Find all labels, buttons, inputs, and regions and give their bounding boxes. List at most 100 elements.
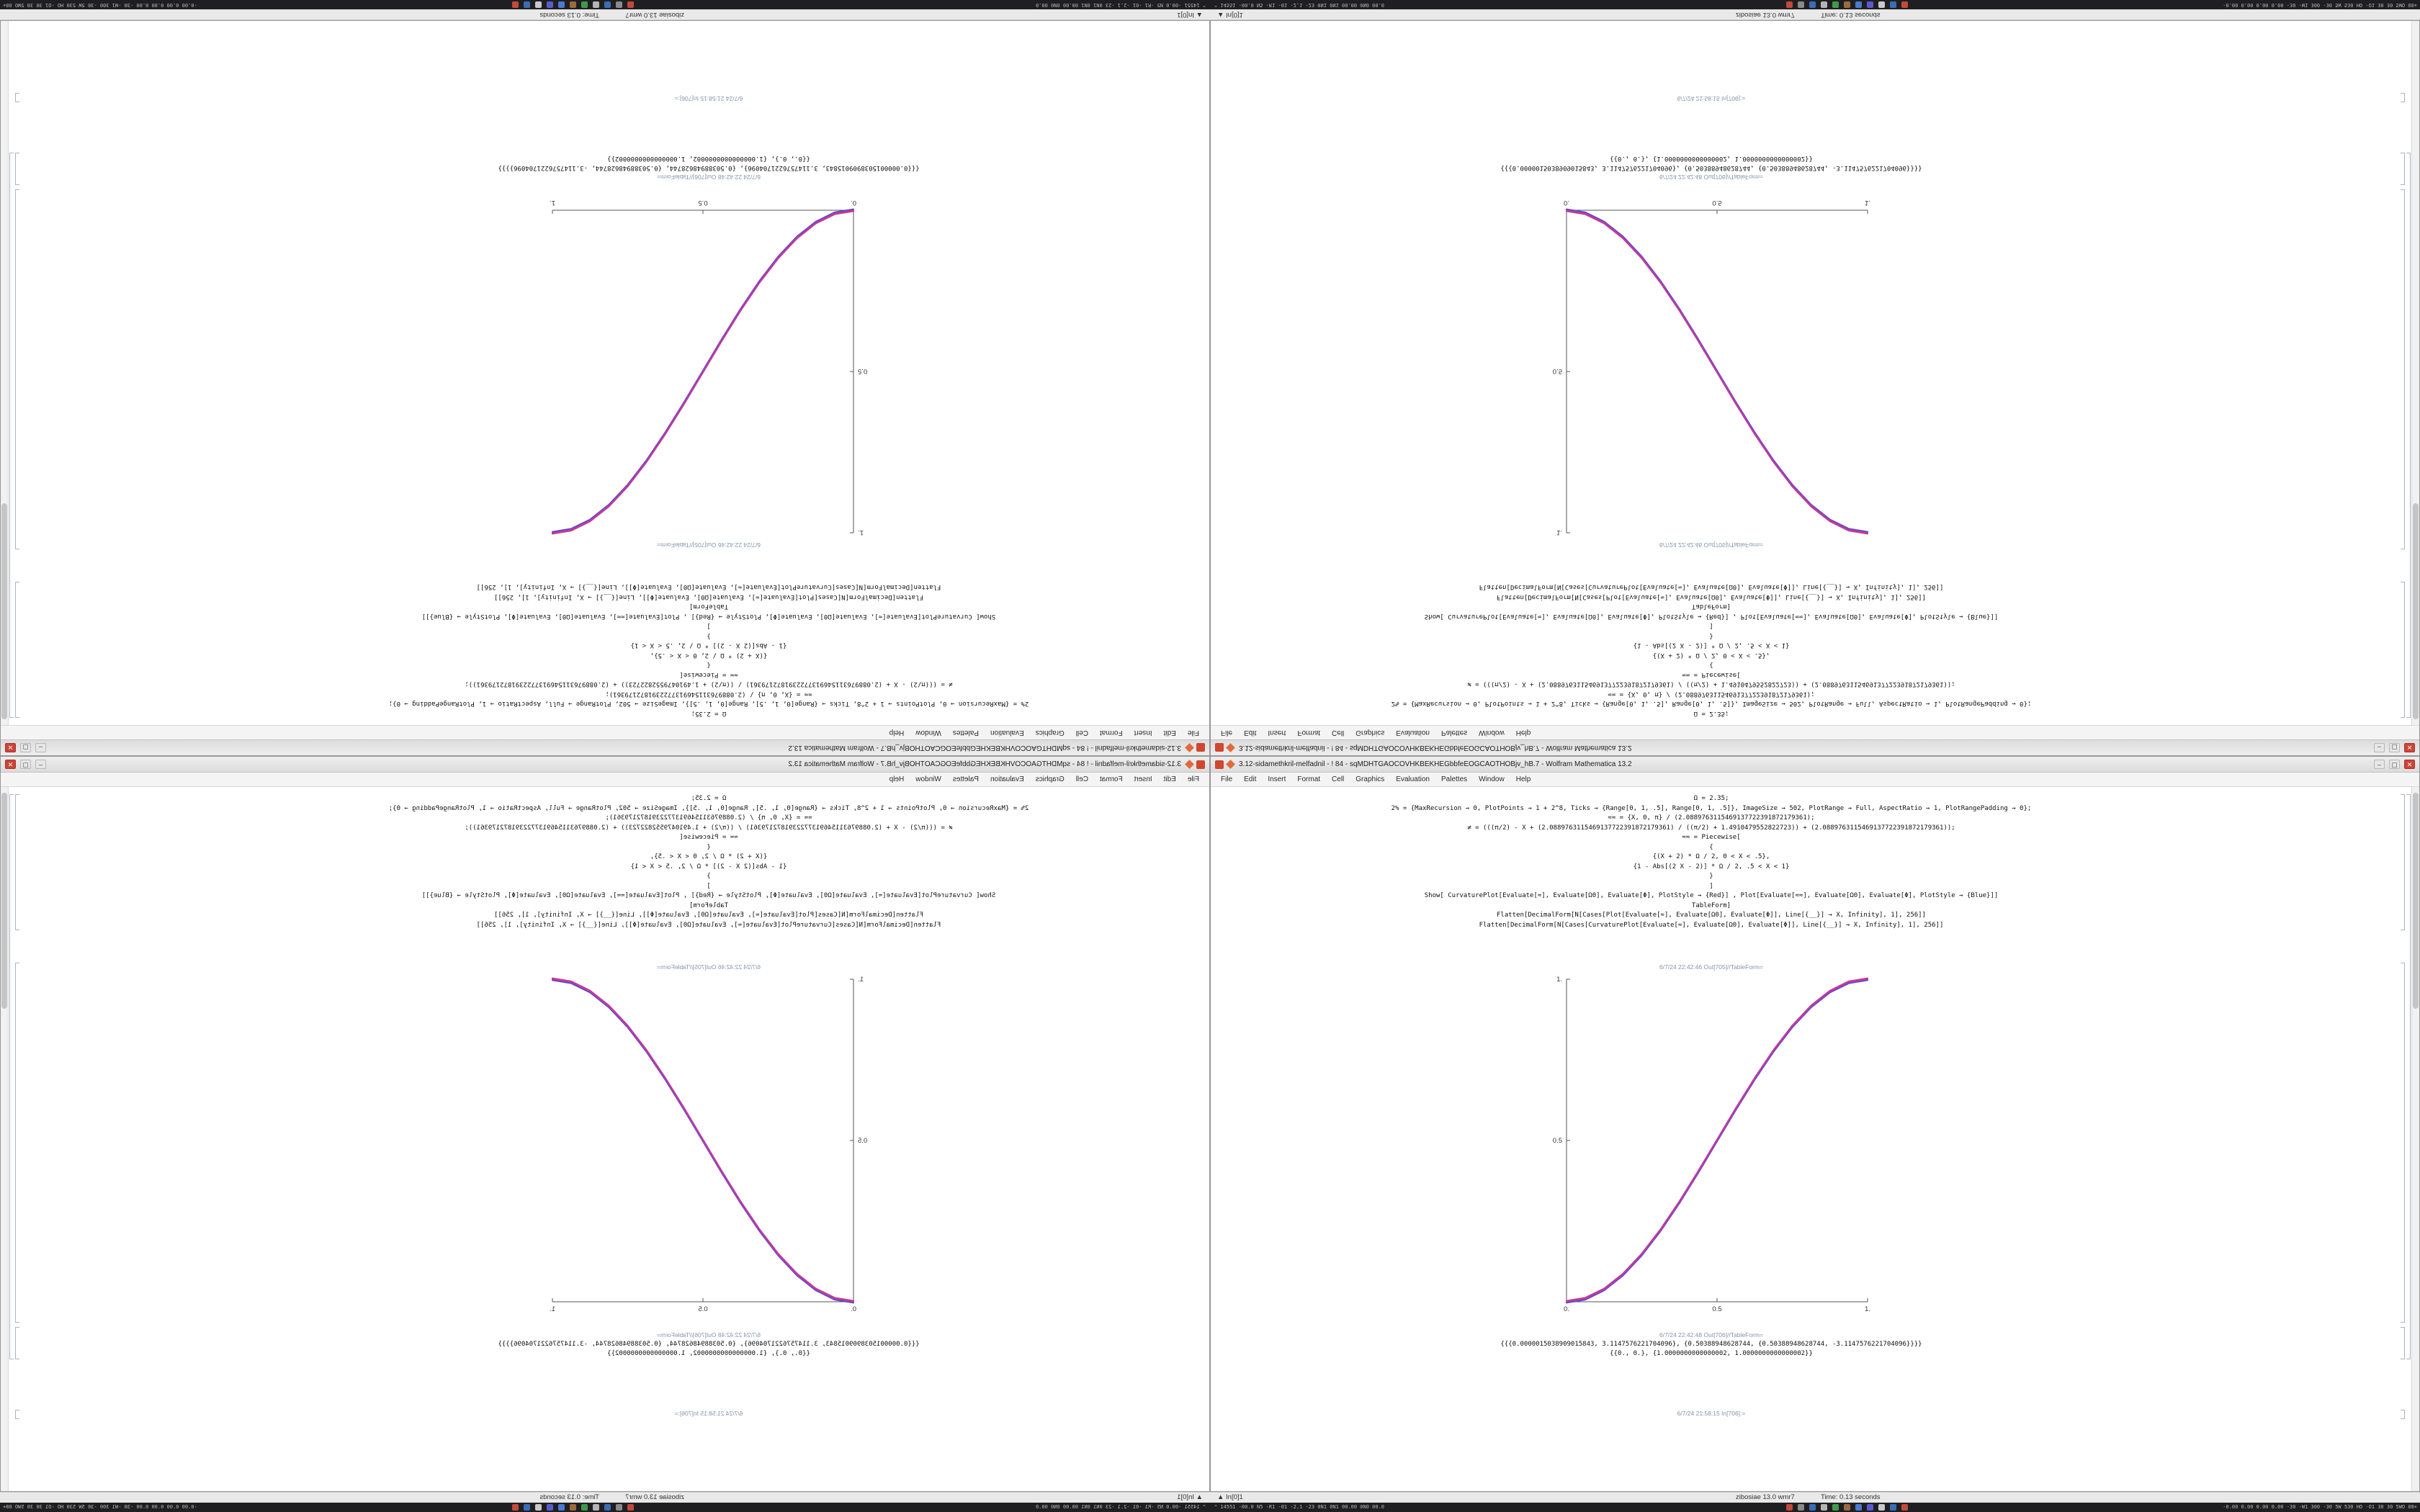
menu-item[interactable]: Insert <box>1268 729 1286 737</box>
pending-cell-bracket[interactable] <box>15 93 19 102</box>
menu-item[interactable]: Format <box>1099 729 1123 737</box>
menu-item[interactable]: Palettes <box>1441 729 1468 737</box>
menu-item[interactable]: Format <box>1297 729 1321 737</box>
menu-item[interactable]: Help <box>889 729 905 737</box>
taskbar-icon-indigo-app[interactable] <box>547 1 553 8</box>
menu-item[interactable]: Window <box>1479 775 1505 783</box>
taskbar-icon-blue2-app[interactable] <box>1855 1504 1862 1511</box>
menu-item[interactable]: Format <box>1297 775 1321 783</box>
taskbar-icon-blue-app[interactable] <box>604 1504 611 1511</box>
output-cell-bracket[interactable] <box>2401 1327 2405 1359</box>
menu-item[interactable]: Graphics <box>1035 729 1065 737</box>
menu-item[interactable]: Evaluation <box>1396 775 1430 783</box>
menu-item[interactable]: Cell <box>1075 775 1088 783</box>
taskbar-icon-blue3-app[interactable] <box>1890 1 1896 8</box>
menu-item[interactable]: Evaluation <box>1396 729 1430 737</box>
input-cell-bracket[interactable] <box>2401 794 2405 930</box>
vertical-scrollbar[interactable] <box>1 21 9 725</box>
taskbar-icon-red-app[interactable] <box>1786 1 1793 8</box>
scrollbar-thumb[interactable] <box>2413 503 2419 719</box>
taskbar-icon-green-app[interactable] <box>1832 1 1839 8</box>
scrollbar-thumb[interactable] <box>2413 793 2419 1009</box>
taskbar-icon-gray-app[interactable] <box>1798 1504 1804 1511</box>
taskbar-icon-blue-app[interactable] <box>1809 1504 1816 1511</box>
plot-cell-bracket[interactable] <box>15 189 19 549</box>
taskbar-icon-silver2-app[interactable] <box>535 1504 542 1511</box>
taskbar-icon-blue3-app[interactable] <box>524 1504 530 1511</box>
scrollbar-thumb[interactable] <box>1 793 7 1009</box>
plot-cell-bracket[interactable] <box>2401 963 2405 1323</box>
menu-item[interactable]: Insert <box>1134 775 1152 783</box>
menu-item[interactable]: Help <box>1515 775 1531 783</box>
menu-item[interactable]: Palettes <box>1441 775 1468 783</box>
taskbar-icon-silver2-app[interactable] <box>1878 1 1885 8</box>
taskbar-icon-blue3-app[interactable] <box>524 1 530 8</box>
menu-item[interactable]: Cell <box>1075 729 1088 737</box>
taskbar-icon-indigo-app[interactable] <box>1867 1504 1873 1511</box>
close-button[interactable]: ✕ <box>2404 743 2415 752</box>
taskbar-icon-silver-app[interactable] <box>1821 1504 1827 1511</box>
taskbar-icon-red-app[interactable] <box>627 1504 634 1511</box>
taskbar-icon-red2-app[interactable] <box>512 1 519 8</box>
taskbar-icon-red-app[interactable] <box>1786 1504 1793 1511</box>
cell-group-bracket[interactable] <box>2406 153 2411 718</box>
menu-item[interactable]: Edit <box>1244 729 1257 737</box>
taskbar-icon-silver-app[interactable] <box>593 1 599 8</box>
taskbar-icon-brown-app[interactable] <box>1844 1 1850 8</box>
menu-item[interactable]: Insert <box>1268 775 1286 783</box>
taskbar-icon-blue2-app[interactable] <box>558 1504 565 1511</box>
input-cell[interactable]: Ω = 2.35; 2% = {MaxRecursion → 0, PlotPoi… <box>237 582 1180 718</box>
cell-group-bracket[interactable] <box>2406 794 2411 1359</box>
minimize-button[interactable]: – <box>2374 760 2385 769</box>
close-button[interactable]: ✕ <box>2404 760 2415 769</box>
menu-item[interactable]: Evaluation <box>990 729 1024 737</box>
menu-item[interactable]: Help <box>889 775 905 783</box>
plot-cell-bracket[interactable] <box>2401 189 2405 549</box>
window-titlebar[interactable]: 3.12-sidamethkril-melfadnil - ! 84 - sqM… <box>1 739 1209 755</box>
taskbar-icon-green-app[interactable] <box>581 1504 588 1511</box>
vertical-scrollbar[interactable] <box>2411 787 2419 1491</box>
input-cell-bracket[interactable] <box>15 794 19 930</box>
taskbar-icon-silver-app[interactable] <box>593 1504 599 1511</box>
taskbar-icon-red2-app[interactable] <box>1901 1504 1908 1511</box>
menu-item[interactable]: Edit <box>1163 775 1176 783</box>
input-cell-bracket[interactable] <box>15 582 19 718</box>
maximize-button[interactable]: ▢ <box>2389 760 2400 769</box>
menu-item[interactable]: File <box>1221 775 1233 783</box>
window-titlebar[interactable]: 3.12-sidamethkril-melfadnil - ! 84 - sqM… <box>1211 739 2419 755</box>
menu-item[interactable]: Window <box>915 775 941 783</box>
close-button[interactable]: ✕ <box>5 743 16 752</box>
taskbar-icon-red-app[interactable] <box>627 1 634 8</box>
maximize-button[interactable]: ▢ <box>2389 743 2400 752</box>
menu-item[interactable]: Window <box>1479 729 1505 737</box>
taskbar-icon-gray-app[interactable] <box>1798 1 1804 8</box>
input-cell-bracket[interactable] <box>2401 582 2405 718</box>
taskbar-icon-brown-app[interactable] <box>570 1 576 8</box>
menu-item[interactable]: Help <box>1515 729 1531 737</box>
taskbar-icon-indigo-app[interactable] <box>547 1504 553 1511</box>
cell-group-bracket[interactable] <box>9 153 14 718</box>
taskbar-icon-gray-app[interactable] <box>616 1504 622 1511</box>
vertical-scrollbar[interactable] <box>2411 21 2419 725</box>
input-cell[interactable]: Ω = 2.35; 2% = {MaxRecursion → 0, PlotPoi… <box>237 794 1180 930</box>
menu-item[interactable]: Palettes <box>952 775 979 783</box>
close-button[interactable]: ✕ <box>5 760 16 769</box>
taskbar-icon-silver-app[interactable] <box>1821 1 1827 8</box>
pending-cell-bracket[interactable] <box>15 1410 19 1419</box>
menu-item[interactable]: Cell <box>1332 729 1345 737</box>
output-cell-bracket[interactable] <box>15 1327 19 1359</box>
menu-item[interactable]: Graphics <box>1355 729 1385 737</box>
taskbar-icon-red2-app[interactable] <box>1901 1 1908 8</box>
pending-cell-bracket[interactable] <box>2401 1410 2405 1419</box>
taskbar-icon-green-app[interactable] <box>581 1 588 8</box>
menu-item[interactable]: Format <box>1099 775 1123 783</box>
output-cell-bracket[interactable] <box>2401 153 2405 185</box>
window-titlebar[interactable]: 3.12-sidamethkril-melfadnil - ! 84 - sqM… <box>1 757 1209 773</box>
maximize-button[interactable]: ▢ <box>20 760 31 769</box>
taskbar-icon-blue3-app[interactable] <box>1890 1504 1896 1511</box>
menu-item[interactable]: File <box>1187 729 1199 737</box>
minimize-button[interactable]: – <box>35 760 46 769</box>
taskbar-icon-blue2-app[interactable] <box>558 1 565 8</box>
taskbar-icon-blue-app[interactable] <box>604 1 611 8</box>
minimize-button[interactable]: – <box>2374 743 2385 752</box>
